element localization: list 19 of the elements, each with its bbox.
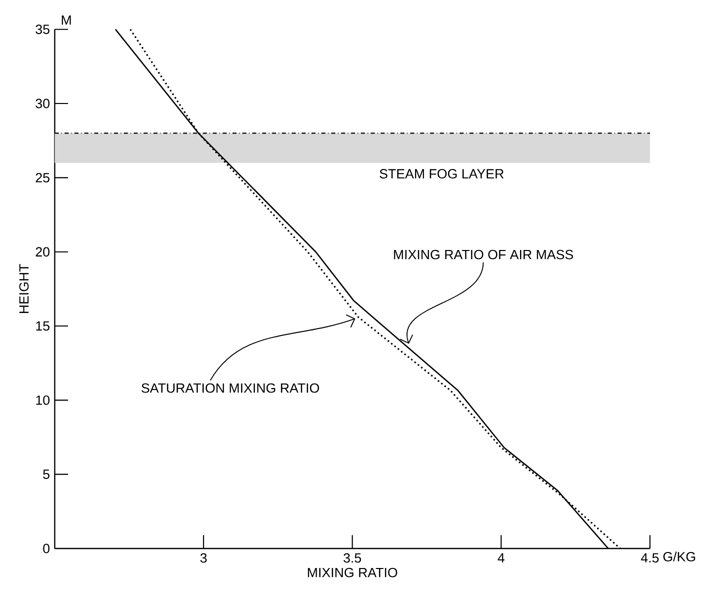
y-tick-label: 10	[36, 395, 50, 405]
y-tick-label: 30	[36, 98, 50, 108]
x-axis-title: MIXING RATIO	[308, 568, 398, 578]
y-tick-label: 25	[36, 172, 50, 182]
x-tick-label: 4	[498, 553, 504, 562]
y-tick-label: 15	[36, 321, 50, 331]
x-tick-label: 4.5	[640, 553, 659, 562]
y-tick-label: 20	[36, 247, 50, 256]
y-tick-label: 0	[43, 544, 50, 554]
annotation: MIXING RATIO OF AIR MASS	[394, 250, 574, 260]
band-label: STEAM FOG LAYER	[380, 168, 504, 178]
text: M	[62, 15, 71, 25]
y-tick-label: 5	[43, 470, 50, 479]
y-axis-title: HEIGHT	[19, 264, 29, 313]
x-tick-label: 3.5	[344, 553, 362, 563]
annotation: SATURATION MIXING RATIO	[142, 383, 320, 393]
text: G/KG	[663, 552, 696, 562]
y-tick-label: 35	[36, 24, 50, 34]
x-tick-label: 3	[200, 553, 207, 563]
